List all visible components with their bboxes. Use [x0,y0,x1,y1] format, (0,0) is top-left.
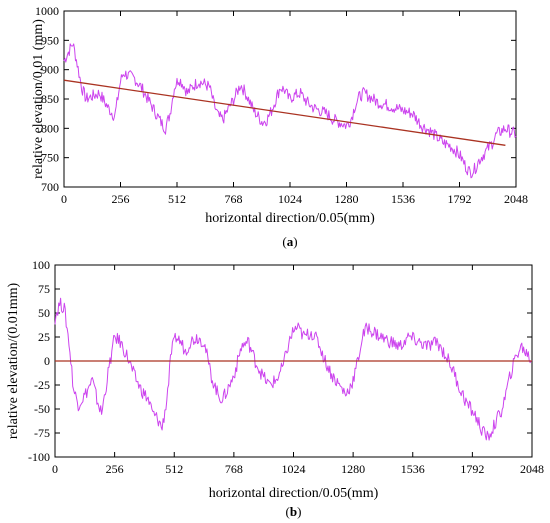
x-axis-label-a: horizontal direction/0.05(mm) [205,211,375,226]
x-tick-label: 1280 [341,462,365,476]
caption-letter-a: a [287,234,294,249]
caption-paren-close-a: ) [293,234,297,249]
x-tick-label: 768 [225,192,243,206]
y-axis-label-b: relative elevation/(0.01mm) [6,283,21,440]
data-series-line [63,43,517,179]
y-axis-ticks-b: -100 -75 -50 -25 0 25 50 75 100 [28,258,532,464]
y-tick-label: 25 [38,330,50,344]
x-axis-ticks-a: 0 256 512 768 1024 1280 1536 1792 2048 [61,11,528,206]
x-axis-label-b: horizontal direction/0.05(mm) [209,486,379,501]
x-tick-label: 0 [52,462,58,476]
y-tick-label: 750 [41,151,59,165]
x-tick-label: 256 [106,462,124,476]
x-tick-label: 768 [225,462,243,476]
x-tick-label: 1280 [335,192,359,206]
plot-frame-a [63,10,517,188]
y-tick-label: 800 [41,121,59,135]
panel-caption-a: (a) [282,234,297,249]
x-axis-ticks-b: 0 256 512 768 1024 1280 1536 1792 2048 [52,265,544,476]
x-tick-label: 256 [112,192,130,206]
trend-line [63,79,506,146]
x-tick-label: 1024 [278,192,302,206]
caption-paren-open-a: ( [282,234,286,249]
chart-panel-b: -100 -75 -50 -25 0 25 50 75 100 0 256 512 768 1024 12… [6,258,544,519]
x-tick-label: 1536 [391,192,415,206]
y-tick-label: 75 [38,282,50,296]
x-tick-label: 512 [165,462,183,476]
y-tick-label: -75 [34,426,50,440]
x-tick-label: 1792 [448,192,472,206]
y-tick-label: -50 [34,402,50,416]
y-tick-label: 850 [41,92,59,106]
y-tick-label: -25 [34,378,50,392]
x-tick-label: 2048 [520,462,544,476]
y-axis-label-a: relative elevation/0.01 (mm) [31,19,46,179]
series-group-a [63,43,517,179]
y-axis-ticks-a: 700 750 800 850 900 950 1000 [35,4,516,194]
y-tick-label: 1000 [35,4,59,18]
y-tick-label: 50 [38,306,50,320]
y-tick-label: 900 [41,63,59,77]
series-group-b [54,297,533,441]
panel-caption-b: (b) [286,504,302,519]
y-tick-label: 100 [32,258,50,272]
caption-paren-close-b: ) [297,504,301,519]
caption-letter-b: b [290,504,297,519]
x-tick-label: 1024 [282,462,306,476]
x-tick-label: 0 [61,192,67,206]
x-tick-label: 1536 [401,462,425,476]
data-series-line [54,297,533,441]
y-tick-label: 0 [44,354,50,368]
y-tick-label: 700 [41,180,59,194]
x-tick-label: 512 [168,192,186,206]
chart-panel-a: 700 750 800 850 900 950 1000 0 256 512 768 1024 128… [31,4,528,249]
caption-paren-open-b: ( [286,504,290,519]
x-tick-label: 2048 [504,192,528,206]
x-tick-label: 1792 [460,462,484,476]
y-tick-label: -100 [28,450,50,464]
y-tick-label: 950 [41,33,59,47]
